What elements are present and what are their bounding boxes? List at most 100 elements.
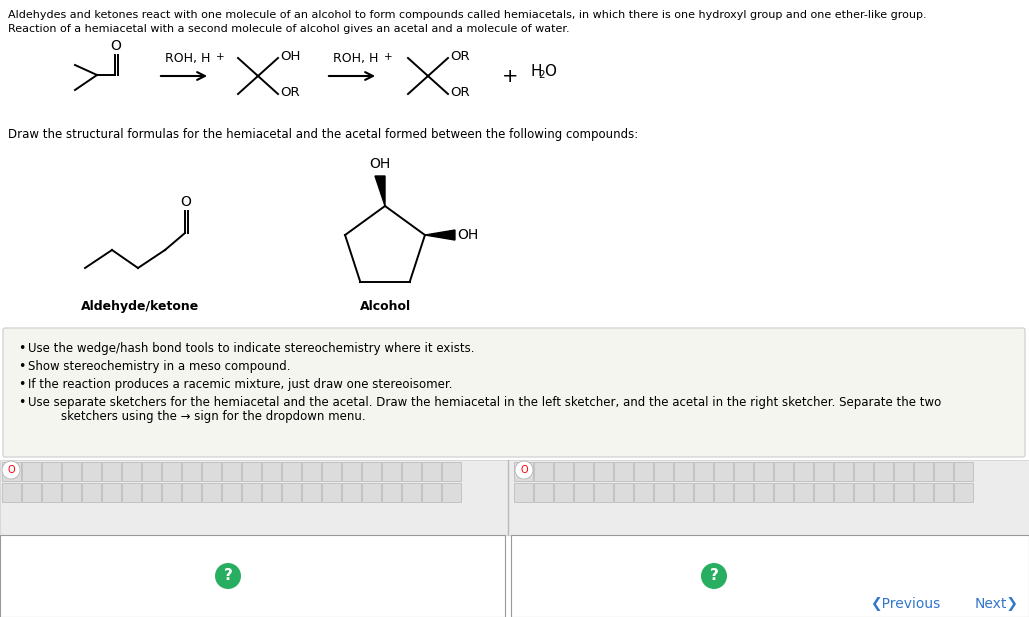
Bar: [694, 462, 713, 481]
Bar: [142, 462, 161, 481]
Bar: [754, 462, 773, 481]
Text: 2: 2: [538, 70, 544, 80]
Circle shape: [514, 461, 533, 479]
Text: +: +: [502, 67, 519, 86]
Bar: [874, 483, 893, 502]
Bar: [142, 483, 161, 502]
Bar: [82, 462, 101, 481]
Bar: [122, 483, 141, 502]
Bar: [554, 483, 573, 502]
Bar: [182, 483, 201, 502]
Text: OR: OR: [280, 86, 299, 99]
Text: O: O: [110, 39, 121, 53]
Bar: [814, 462, 833, 481]
Bar: [874, 462, 893, 481]
Bar: [794, 483, 813, 502]
Text: •: •: [17, 378, 26, 391]
Bar: [422, 462, 441, 481]
Bar: [514, 462, 533, 481]
Bar: [442, 462, 461, 481]
Text: Alcohol: Alcohol: [359, 300, 411, 313]
Circle shape: [2, 461, 20, 479]
Circle shape: [215, 563, 241, 589]
Bar: [614, 462, 633, 481]
Text: If the reaction produces a racemic mixture, just draw one stereoisomer.: If the reaction produces a racemic mixtu…: [28, 378, 453, 391]
Bar: [382, 483, 401, 502]
Bar: [102, 483, 121, 502]
Text: H: H: [530, 65, 541, 80]
Text: sketchers using the → sign for the dropdown menu.: sketchers using the → sign for the dropd…: [46, 410, 365, 423]
Text: ?: ?: [710, 568, 718, 584]
Bar: [854, 483, 873, 502]
Bar: [22, 462, 41, 481]
Text: +: +: [216, 52, 224, 62]
Bar: [242, 462, 261, 481]
Bar: [674, 483, 693, 502]
Bar: [574, 462, 593, 481]
Text: Use the wedge/hash bond tools to indicate stereochemistry where it exists.: Use the wedge/hash bond tools to indicat…: [28, 342, 474, 355]
Text: O: O: [544, 65, 556, 80]
Bar: [162, 483, 181, 502]
Bar: [654, 462, 673, 481]
Text: Draw the structural formulas for the hemiacetal and the acetal formed between th: Draw the structural formulas for the hem…: [8, 128, 638, 141]
Bar: [62, 483, 81, 502]
Bar: [511, 535, 1029, 617]
Bar: [42, 462, 61, 481]
Bar: [614, 483, 633, 502]
Bar: [202, 462, 221, 481]
Text: •: •: [17, 360, 26, 373]
Bar: [534, 462, 553, 481]
Text: OR: OR: [450, 49, 469, 62]
Text: +: +: [384, 52, 393, 62]
Text: ROH, H: ROH, H: [165, 52, 210, 65]
Text: Next❯: Next❯: [975, 597, 1019, 611]
Text: OH: OH: [280, 49, 300, 62]
Bar: [242, 483, 261, 502]
Bar: [202, 483, 221, 502]
Polygon shape: [425, 230, 455, 240]
Bar: [322, 483, 341, 502]
Bar: [734, 483, 753, 502]
Bar: [162, 462, 181, 481]
Bar: [102, 462, 121, 481]
Bar: [122, 462, 141, 481]
Bar: [42, 483, 61, 502]
Bar: [894, 483, 913, 502]
Bar: [833, 483, 853, 502]
Bar: [342, 483, 361, 502]
Bar: [954, 483, 973, 502]
Text: Reaction of a hemiacetal with a second molecule of alcohol gives an acetal and a: Reaction of a hemiacetal with a second m…: [8, 24, 570, 34]
Bar: [301, 462, 321, 481]
Bar: [362, 462, 381, 481]
Bar: [774, 462, 793, 481]
Bar: [894, 462, 913, 481]
Bar: [222, 462, 241, 481]
Bar: [262, 483, 281, 502]
Bar: [534, 483, 553, 502]
Bar: [794, 462, 813, 481]
Bar: [594, 483, 613, 502]
Bar: [22, 483, 41, 502]
Bar: [322, 462, 341, 481]
Bar: [914, 483, 933, 502]
Bar: [382, 462, 401, 481]
Bar: [554, 462, 573, 481]
Bar: [574, 483, 593, 502]
Bar: [514, 483, 533, 502]
Bar: [754, 483, 773, 502]
Bar: [854, 462, 873, 481]
Text: O: O: [180, 195, 191, 209]
Bar: [301, 483, 321, 502]
Text: Show stereochemistry in a meso compound.: Show stereochemistry in a meso compound.: [28, 360, 290, 373]
Text: Use separate sketchers for the hemiacetal and the acetal. Draw the hemiacetal in: Use separate sketchers for the hemiaceta…: [28, 396, 942, 409]
Text: OH: OH: [457, 228, 478, 242]
Text: ?: ?: [223, 568, 233, 584]
Text: Aldehyde/ketone: Aldehyde/ketone: [81, 300, 200, 313]
Text: •: •: [17, 396, 26, 409]
Bar: [402, 462, 421, 481]
Bar: [2, 462, 21, 481]
Bar: [634, 462, 653, 481]
Text: •: •: [17, 342, 26, 355]
Bar: [2, 483, 21, 502]
Bar: [934, 483, 953, 502]
